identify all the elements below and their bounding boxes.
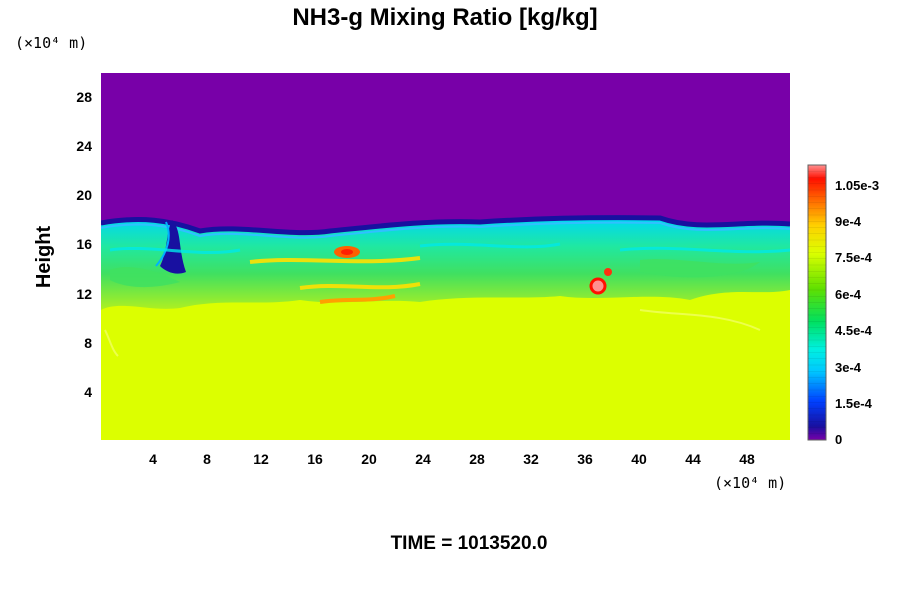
- green-patches: [110, 259, 760, 288]
- x-axis-unit: (×10⁴ m): [714, 474, 786, 492]
- y-tick-label: 20: [76, 187, 92, 203]
- x-tick-label: 36: [577, 451, 593, 467]
- colorbar-gradient: [807, 164, 827, 441]
- x-ticks: 4 8 12 16 20 24 28 32 36 40 44 48: [149, 451, 755, 467]
- warm-streaks: [249, 256, 421, 290]
- x-tick-label: 24: [415, 451, 431, 467]
- colorbar-tick-label: 0: [835, 432, 842, 447]
- colorbar-tick-label: 1.05e-3: [835, 178, 879, 193]
- mixed-layer: [101, 219, 790, 310]
- x-tick-label: 44: [685, 451, 701, 467]
- plume-edge: [155, 221, 170, 267]
- colorbar-tick-label: 7.5e-4: [835, 250, 873, 265]
- y-tick-label: 4: [84, 384, 92, 400]
- x-tick-label: 28: [469, 451, 485, 467]
- colorbar-tick-label: 4.5e-4: [835, 323, 873, 338]
- x-tick-label: 48: [739, 451, 755, 467]
- colorbar-tick-label: 6e-4: [835, 287, 862, 302]
- x-tick-label: 20: [361, 451, 377, 467]
- y-tick-label: 28: [76, 89, 92, 105]
- y-tick-label: 16: [76, 236, 92, 252]
- hot-spot-right: [589, 277, 607, 295]
- y-tick-label: 12: [76, 286, 92, 302]
- orange-streak: [319, 294, 396, 304]
- time-label: TIME = 1013520.0: [391, 533, 548, 554]
- chart-title: NH3-g Mixing Ratio [kg/kg]: [292, 4, 597, 31]
- y-axis-unit: (×10⁴ m): [15, 34, 87, 52]
- cyan-streaks: [109, 242, 790, 255]
- lower-wisps: [104, 309, 761, 357]
- colorbar-bands: [808, 170, 826, 435]
- x-tick-label: 12: [253, 451, 269, 467]
- dark-plume: [160, 220, 186, 274]
- y-axis-label: Height: [33, 226, 55, 289]
- x-tick-label: 4: [149, 451, 157, 467]
- y-tick-label: 24: [76, 138, 92, 154]
- boundary-line: [101, 215, 790, 236]
- plot-area: [101, 73, 790, 440]
- x-tick-label: 8: [203, 451, 211, 467]
- hot-spot-right-small: [604, 268, 612, 276]
- x-tick-label: 40: [631, 451, 647, 467]
- y-ticks: 4 8 12 16 20 24 28: [76, 89, 92, 400]
- hot-spot-left-core: [341, 249, 353, 255]
- colorbar-tick-label: 9e-4: [835, 214, 862, 229]
- colorbar: 0 1.5e-4 3e-4 4.5e-4 6e-4 7.5e-4 9e-4 1.…: [807, 164, 879, 447]
- x-tick-label: 16: [307, 451, 323, 467]
- boundary-highlight: [101, 221, 790, 239]
- colorbar-tick-label: 1.5e-4: [835, 396, 873, 411]
- colorbar-tick-label: 3e-4: [835, 360, 862, 375]
- x-tick-label: 32: [523, 451, 539, 467]
- y-tick-label: 8: [84, 335, 92, 351]
